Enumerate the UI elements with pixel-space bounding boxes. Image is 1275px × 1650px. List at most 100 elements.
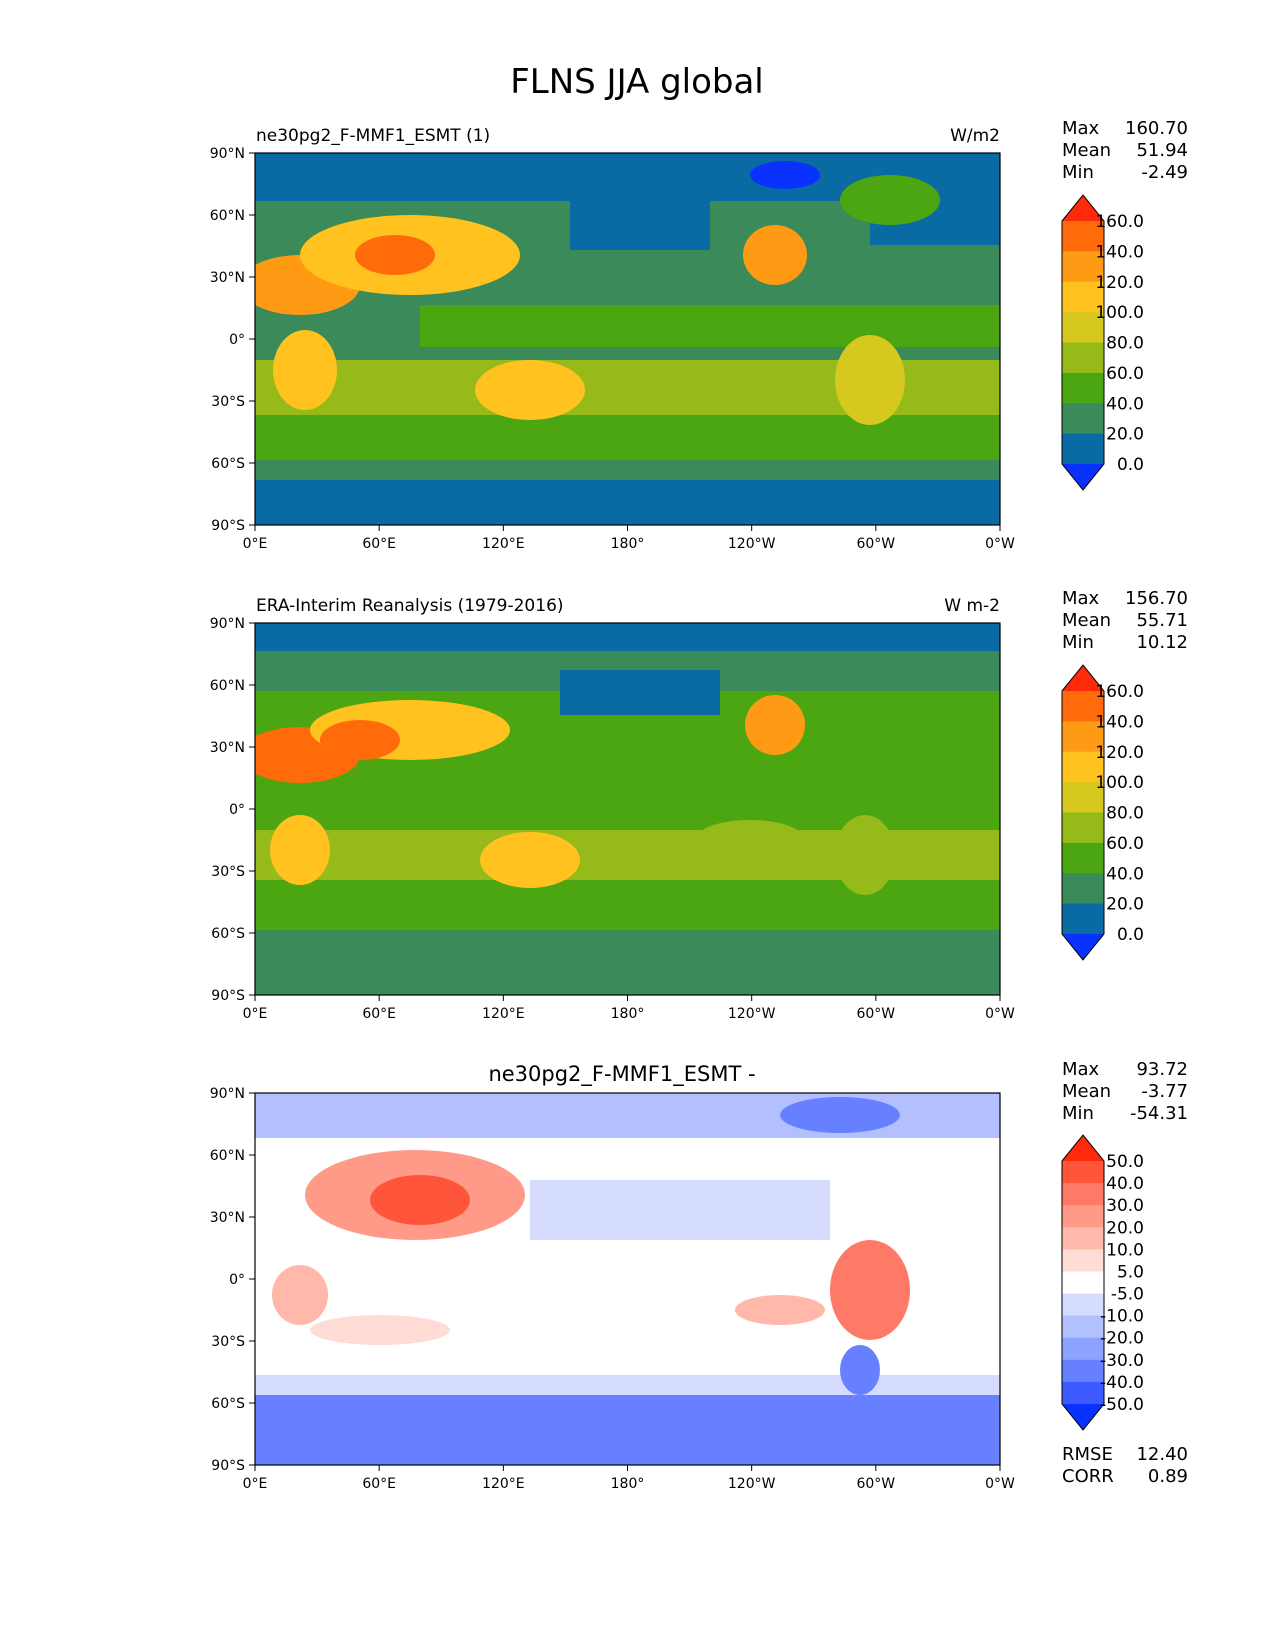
colorbar-segment bbox=[1062, 1205, 1104, 1228]
colorbar-tick-label: 40.0 bbox=[1106, 864, 1144, 884]
colorbar-tick-label: 100.0 bbox=[1095, 303, 1144, 323]
colorbar-tick-label: 40.0 bbox=[1106, 394, 1144, 414]
antarctic-band-2 bbox=[255, 930, 1000, 995]
colorbar-segment bbox=[1062, 251, 1104, 283]
colorbar-tick-label: -40.0 bbox=[1100, 1373, 1144, 1393]
y-tick-label: 90°N bbox=[210, 146, 245, 162]
y-tick-label: 60°N bbox=[210, 1148, 245, 1164]
x-tick-label: 60°E bbox=[362, 1476, 396, 1492]
x-axis-1: 0°E 60°E 120°E 180° 120°W 60°W 0°W bbox=[243, 525, 1015, 552]
y-tick-label: 30°S bbox=[211, 1334, 245, 1350]
north-america-west-1 bbox=[743, 225, 807, 285]
colorbar-tick-label: 50.0 bbox=[1106, 1152, 1144, 1172]
y-tick-label: 0° bbox=[229, 1272, 245, 1288]
colorbar-tick-label: 40.0 bbox=[1106, 1174, 1144, 1194]
panel-1: ne30pg2_F-MMF1_ESMT (1) W/m2 0°E 60°E 120°… bbox=[210, 118, 1188, 552]
stat-value-max-1: 160.70 bbox=[1125, 118, 1188, 139]
stat-label-mean-3: Mean bbox=[1062, 1081, 1111, 1102]
x-tick-label: 120°E bbox=[482, 536, 525, 552]
patagonia-negative-3 bbox=[840, 1345, 880, 1395]
colorbar-segment bbox=[1062, 812, 1104, 844]
south-america-2 bbox=[835, 815, 895, 895]
panel-1-units: W/m2 bbox=[950, 126, 1000, 146]
x-tick-label: 120°W bbox=[728, 1006, 776, 1022]
colorbar-segment bbox=[1062, 1381, 1104, 1405]
colorbar-extend-top bbox=[1062, 195, 1104, 221]
colorbar-segment bbox=[1062, 403, 1104, 435]
panel-2-title-left: ERA-Interim Reanalysis (1979-2016) bbox=[256, 596, 564, 616]
colorbar-outline bbox=[1061, 664, 1105, 961]
colorbar-segment bbox=[1062, 1249, 1104, 1272]
map-2 bbox=[255, 623, 1000, 995]
colorbar-extend-top bbox=[1062, 665, 1104, 691]
stat-label-min-3: Min bbox=[1062, 1103, 1094, 1124]
colorbar-segment bbox=[1062, 1359, 1104, 1383]
tibet-positive-3 bbox=[370, 1175, 470, 1225]
stat-label-rmse-3: RMSE bbox=[1062, 1444, 1113, 1465]
arabia-hotspot-2 bbox=[320, 720, 400, 760]
y-tick-label: 60°S bbox=[211, 1396, 245, 1412]
x-tick-label: 120°E bbox=[482, 1006, 525, 1022]
y-axis-3: 90°N 60°N 30°N 0° 30°S 60°S 90°S bbox=[210, 1086, 255, 1474]
colorbar-tick-label: 0.0 bbox=[1117, 925, 1144, 945]
colorbar-tick-label: 80.0 bbox=[1106, 804, 1144, 824]
figure-title: FLNS JJA global bbox=[510, 62, 764, 102]
x-tick-label: 60°E bbox=[362, 536, 396, 552]
stat-value-mean-3: -3.77 bbox=[1141, 1081, 1188, 1102]
panel-2: ERA-Interim Reanalysis (1979-2016) W m-2… bbox=[210, 588, 1188, 1022]
south-america-positive-3 bbox=[830, 1240, 910, 1340]
x-tick-label: 180° bbox=[611, 536, 645, 552]
colorbar-segment bbox=[1062, 312, 1104, 343]
y-tick-label: 90°S bbox=[211, 518, 245, 534]
map-1 bbox=[255, 153, 1000, 525]
colorbar-tick-label: 0.0 bbox=[1117, 455, 1144, 475]
colorbar-tick-label: -30.0 bbox=[1100, 1351, 1144, 1371]
map-3 bbox=[255, 1093, 1000, 1465]
greenland-1 bbox=[750, 161, 820, 189]
stat-label-min-1: Min bbox=[1062, 162, 1094, 183]
colorbar-segment bbox=[1062, 1293, 1104, 1317]
y-tick-label: 0° bbox=[229, 802, 245, 818]
colorbar-tick-label: 100.0 bbox=[1095, 773, 1144, 793]
y-tick-label: 90°S bbox=[211, 988, 245, 1004]
colorbar-segment bbox=[1062, 751, 1104, 783]
colorbar-extend-top bbox=[1062, 1135, 1104, 1161]
colorbar-segment bbox=[1062, 1271, 1104, 1295]
south-america-1 bbox=[835, 335, 905, 425]
colorbar-segment bbox=[1062, 1183, 1104, 1206]
colorbar-tick-label: 60.0 bbox=[1106, 834, 1144, 854]
colorbar-tick-label: 160.0 bbox=[1095, 682, 1144, 702]
stat-value-min-3: -54.31 bbox=[1130, 1103, 1188, 1124]
colorbar-segment bbox=[1062, 782, 1104, 813]
y-tick-label: 30°S bbox=[211, 394, 245, 410]
y-tick-label: 30°S bbox=[211, 864, 245, 880]
stat-value-mean-2: 55.71 bbox=[1136, 610, 1188, 631]
east-pacific-positive-3 bbox=[735, 1295, 825, 1325]
colorbar-tick-label: 20.0 bbox=[1106, 425, 1144, 445]
colorbar-tick-label: 120.0 bbox=[1095, 273, 1144, 293]
north-america-west-2 bbox=[745, 695, 805, 755]
x-tick-label: 180° bbox=[611, 1476, 645, 1492]
arctic-band-2 bbox=[255, 623, 1000, 651]
colorbar-tick-label: 30.0 bbox=[1106, 1196, 1144, 1216]
north-pacific-low-2 bbox=[560, 670, 720, 715]
colorbar-segment bbox=[1062, 372, 1104, 404]
colorbar-tick-label: 160.0 bbox=[1095, 212, 1144, 232]
y-axis-2: 90°N 60°N 30°N 0° 30°S 60°S 90°S bbox=[210, 616, 255, 1004]
stat-value-min-1: -2.49 bbox=[1141, 162, 1188, 183]
stat-value-max-3: 93.72 bbox=[1136, 1059, 1188, 1080]
x-tick-label: 0°W bbox=[985, 536, 1015, 552]
y-tick-label: 90°N bbox=[210, 1086, 245, 1102]
indian-ocean-positive-3 bbox=[310, 1315, 450, 1345]
stat-value-min-2: 10.12 bbox=[1136, 632, 1188, 653]
tibet-hotspot-1 bbox=[355, 235, 435, 275]
stat-value-rmse-3: 12.40 bbox=[1136, 1444, 1188, 1465]
southern-africa-positive-3 bbox=[272, 1265, 328, 1325]
colorbar-segment bbox=[1062, 1315, 1104, 1339]
y-tick-label: 60°N bbox=[210, 208, 245, 224]
colorbar-tick-label: 20.0 bbox=[1106, 895, 1144, 915]
stat-label-max-1: Max bbox=[1062, 118, 1100, 139]
southern-africa-1 bbox=[273, 330, 337, 410]
colorbar-extend-bottom bbox=[1062, 464, 1104, 490]
